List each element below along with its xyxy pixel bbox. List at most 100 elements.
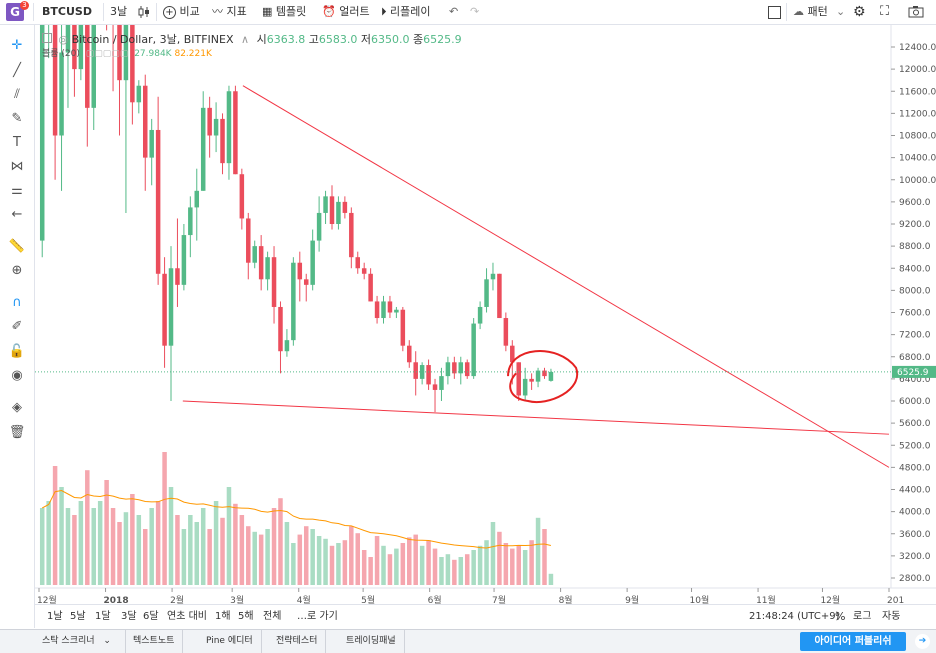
volume-bar xyxy=(291,543,296,585)
arrow-left-icon[interactable]: ← xyxy=(11,207,23,222)
range-button[interactable]: 5날 xyxy=(70,611,86,622)
range-button[interactable]: 1날 xyxy=(47,611,63,622)
volume-bar xyxy=(419,545,425,585)
volume-bar xyxy=(85,470,90,585)
collapse-icon[interactable] xyxy=(42,33,52,43)
undo-icon[interactable]: ↶ xyxy=(449,5,459,18)
zoom-in-icon[interactable]: ⊕ xyxy=(11,263,23,278)
price-tick-label: 5600.0 xyxy=(899,419,931,429)
text-icon[interactable]: T xyxy=(13,135,21,150)
volume-bar xyxy=(484,540,489,585)
auto-toggle[interactable]: 자동 xyxy=(882,611,901,622)
magnet-icon[interactable]: ∩ xyxy=(12,295,22,310)
publish-idea-button[interactable]: 아이디어 퍼블리쉬 xyxy=(800,632,906,651)
candle-body xyxy=(439,376,444,390)
layers-icon[interactable]: ◈ xyxy=(12,400,22,415)
candle-body xyxy=(207,107,212,136)
prediction-icon[interactable]: ⚌ xyxy=(11,183,23,198)
candle-body xyxy=(452,362,457,374)
compare-button[interactable]: + 비교 xyxy=(163,0,200,24)
candle-body xyxy=(316,212,322,241)
volume-bar xyxy=(104,480,109,585)
candle-body xyxy=(85,0,90,108)
indicators-button[interactable]: 〰 지표 xyxy=(212,5,247,18)
gear-icon[interactable]: ⚙ xyxy=(853,4,866,20)
volume-bar xyxy=(117,522,122,585)
tab-stock-screener[interactable]: 스탁 스크리너 ⌄ xyxy=(34,630,126,653)
volume-bar xyxy=(303,526,309,585)
range-button[interactable]: 전체 xyxy=(263,611,282,622)
chart-pane[interactable]: 12400.0 12000.0 11600.0 11200.0 10800.0 10400… xyxy=(35,0,936,606)
camera-icon[interactable] xyxy=(908,0,924,24)
volume-bar xyxy=(188,515,193,585)
notification-badge: 3 xyxy=(20,1,29,10)
volume-bar xyxy=(510,548,515,585)
range-button[interactable]: 1달 xyxy=(95,611,111,622)
eye-icon[interactable]: ◉ xyxy=(11,368,23,383)
candle-body xyxy=(522,378,528,396)
volume-bar xyxy=(310,529,315,585)
price-chart[interactable]: 12400.0 12000.0 11600.0 11200.0 10800.0 10400… xyxy=(35,0,936,606)
volume-bar xyxy=(452,559,457,585)
percent-toggle[interactable]: % xyxy=(835,610,846,623)
tab-strategy-tester[interactable]: 전략테스터 xyxy=(268,630,327,653)
volume-bar xyxy=(329,545,335,585)
layout-square-icon[interactable] xyxy=(768,0,781,24)
trendline-icon[interactable]: ╱ xyxy=(13,63,21,78)
candle-style-icon[interactable] xyxy=(138,0,150,24)
brush-icon[interactable]: ✎ xyxy=(11,111,23,126)
range-button[interactable]: 6달 xyxy=(143,611,159,622)
templates-button[interactable]: ▦ 템플릿 xyxy=(262,5,307,18)
range-button[interactable]: 3달 xyxy=(121,611,137,622)
price-tick-label: 12000.0 xyxy=(899,65,936,75)
tradingview-logo-icon[interactable]: G xyxy=(6,3,24,21)
volume-bar xyxy=(439,557,444,585)
range-button[interactable]: 연초 대비 xyxy=(167,611,207,622)
price-tick-label: 12400.0 xyxy=(899,43,936,53)
candle-body xyxy=(464,362,470,377)
candle-body xyxy=(136,85,142,103)
volume-bar xyxy=(516,545,521,585)
volume-bar xyxy=(207,529,212,585)
volume-bar xyxy=(175,515,180,585)
goto-date-button[interactable]: …로 가기 xyxy=(297,611,338,622)
tab-pine-editor[interactable]: Pine 에디터 xyxy=(198,630,262,653)
time-tick-label: 10월 xyxy=(690,594,710,605)
tab-trading-panel[interactable]: 트레이딩패널 xyxy=(338,630,405,653)
crosshair-icon[interactable]: ✛ xyxy=(11,38,23,53)
candle-body xyxy=(65,0,71,53)
log-toggle[interactable]: 로그 xyxy=(853,611,872,622)
volume-bar xyxy=(368,557,373,585)
volume-bar xyxy=(59,487,64,585)
volume-bar xyxy=(503,543,509,585)
range-button[interactable]: 1해 xyxy=(215,611,231,622)
legend-buttons[interactable]: ▢▢▢▢▢ xyxy=(85,49,129,59)
arrow-right-icon[interactable]: ➔ xyxy=(915,634,930,649)
candle-body xyxy=(368,273,373,302)
candle-body xyxy=(181,235,187,285)
range-button[interactable]: 5해 xyxy=(238,611,254,622)
candle-body xyxy=(516,362,521,396)
pattern-tool-icon[interactable]: ⋈ xyxy=(10,159,24,174)
ruler-icon[interactable]: 📏 xyxy=(8,239,26,254)
alert-button[interactable]: ⏰ 얼러트 xyxy=(322,5,370,18)
pencil-lock-icon[interactable]: ✐ xyxy=(11,319,23,334)
time-tick-label: 201 xyxy=(887,596,904,605)
volume-bar xyxy=(136,515,142,585)
redo-icon[interactable]: ↷ xyxy=(470,5,480,18)
candle-body xyxy=(355,257,361,269)
replay-button[interactable]: ⏵ 리플레이 xyxy=(381,5,431,18)
fullscreen-icon[interactable]: ⛶ xyxy=(880,4,890,19)
candle-body xyxy=(246,218,251,263)
symbol-search[interactable]: BTCUSD xyxy=(42,5,92,18)
fib-icon[interactable]: ⫽ xyxy=(14,87,20,102)
pattern-button[interactable]: ☁ 패턴 xyxy=(793,5,828,18)
lock-icon[interactable]: 🔓 xyxy=(8,344,26,359)
price-tick-label: 6400.0 xyxy=(899,375,931,385)
interval-button[interactable]: 3날 xyxy=(110,5,128,18)
chevron-down-icon[interactable]: ⌄ xyxy=(836,5,846,18)
trash-icon[interactable]: 🗑 xyxy=(8,425,26,440)
candle-body xyxy=(484,279,489,307)
bottom-toolbar: 1날 5날 1달 3달 6달 연초 대비 1해 5해 전체 …로 가기 21:48:24 (UT… xyxy=(35,604,936,629)
tab-text-notes[interactable]: 텍스트노트 xyxy=(125,630,184,653)
